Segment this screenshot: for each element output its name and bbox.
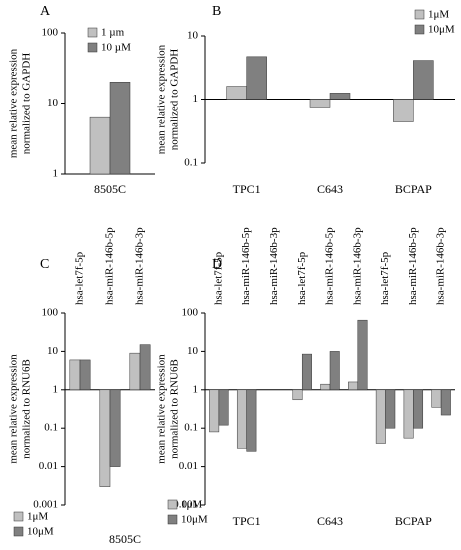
y-axis-label: normalized to RNU6B xyxy=(21,359,33,459)
y-tick-label: 0.001 xyxy=(173,499,198,511)
panel-label: C xyxy=(40,257,49,272)
group-label: BCPAP xyxy=(395,514,432,528)
bar xyxy=(385,389,396,429)
bar xyxy=(129,352,141,391)
legend-label: 10 µM xyxy=(101,42,131,54)
bar xyxy=(309,99,331,108)
category-label: hsa-miR-146b-3p xyxy=(268,227,280,305)
y-axis-label: normalized to GAPDH xyxy=(169,49,181,150)
bar xyxy=(375,389,386,444)
y-axis-label: normalized to GAPDH xyxy=(21,53,33,154)
legend-label: 10μM xyxy=(27,526,54,538)
y-tick-label: 0.1 xyxy=(184,422,198,434)
category-label: hsa-miR-146b-5p xyxy=(407,227,419,305)
bar xyxy=(109,389,121,467)
y-tick-label: 100 xyxy=(182,307,199,319)
x-tick-label: BCPAP xyxy=(395,182,432,196)
category-label: hsa-let7f-5p xyxy=(296,251,308,305)
legend-swatch xyxy=(414,9,425,20)
bar xyxy=(99,389,111,487)
y-tick-label: 0.01 xyxy=(39,460,58,472)
bar xyxy=(301,353,312,391)
bar xyxy=(69,359,81,391)
y-tick-label: 1 xyxy=(193,383,199,395)
category-label: hsa-miR-146b-3p xyxy=(435,227,447,305)
bar xyxy=(292,389,303,401)
y-tick-label: 0.01 xyxy=(179,460,198,472)
bar xyxy=(89,116,111,175)
bar xyxy=(348,381,359,391)
panel-label: D xyxy=(212,257,222,272)
bar xyxy=(329,93,351,100)
bar xyxy=(403,389,414,439)
bar xyxy=(218,389,229,426)
x-axis-label: 8505C xyxy=(109,532,141,546)
bar xyxy=(236,389,247,449)
y-tick-label: 1 xyxy=(53,168,59,180)
y-tick-label: 1 xyxy=(53,383,59,395)
panel-label: B xyxy=(212,4,221,19)
y-tick-label: 10 xyxy=(47,97,59,109)
group-label: C643 xyxy=(317,514,343,528)
bar xyxy=(320,383,331,391)
legend-label: 1μM xyxy=(428,9,449,21)
bar xyxy=(393,99,414,122)
x-tick-label: TPC1 xyxy=(233,182,261,196)
y-axis-label: mean relative expression xyxy=(156,354,168,464)
bar xyxy=(413,389,424,429)
legend-swatch xyxy=(13,511,24,522)
y-tick-label: 10 xyxy=(187,30,199,42)
y-axis-label: mean relative expression xyxy=(8,48,20,158)
legend-label: 1μM xyxy=(181,499,202,511)
y-tick-label: 10 xyxy=(187,345,199,357)
legend-swatch xyxy=(414,24,425,35)
x-tick-label: C643 xyxy=(317,182,343,196)
group-label: TPC1 xyxy=(233,514,261,528)
bar xyxy=(413,60,434,100)
legend-label: 1 µm xyxy=(101,27,125,39)
category-label: hsa-let7f-5p xyxy=(74,251,86,305)
category-label: hsa-miR-146b-5p xyxy=(240,227,252,305)
legend-swatch xyxy=(167,514,178,525)
legend-label: 1μM xyxy=(27,511,48,523)
category-label: hsa-miR-146b-5p xyxy=(104,227,116,305)
legend-swatch xyxy=(87,27,98,38)
y-tick-label: 0.1 xyxy=(44,422,58,434)
bar xyxy=(109,82,131,175)
legend-swatch xyxy=(87,42,98,53)
x-tick-label: 8505C xyxy=(94,182,126,196)
bar xyxy=(209,389,220,433)
bar xyxy=(246,389,257,452)
bar xyxy=(329,351,340,391)
y-tick-label: 1 xyxy=(193,93,199,105)
bar xyxy=(139,344,151,391)
bar xyxy=(440,389,451,416)
legend-swatch xyxy=(167,499,178,510)
category-label: hsa-miR-146b-3p xyxy=(351,227,363,305)
legend-label: 10μM xyxy=(181,514,208,526)
y-axis-label: mean relative expression xyxy=(156,44,168,154)
y-tick-label: 0.001 xyxy=(33,499,58,511)
y-axis-label: normalized to RNU6B xyxy=(169,359,181,459)
panel-label: A xyxy=(40,4,51,19)
category-label: hsa-let7f-5p xyxy=(212,251,224,305)
bar xyxy=(79,359,91,391)
y-tick-label: 0.1 xyxy=(184,157,198,169)
category-label: hsa-miR-146b-5p xyxy=(324,227,336,305)
legend-label: 10μM xyxy=(428,24,455,36)
y-tick-label: 100 xyxy=(42,307,59,319)
bar xyxy=(357,319,368,391)
bar xyxy=(226,86,247,100)
category-label: hsa-miR-146b-3p xyxy=(134,227,146,305)
y-tick-label: 10 xyxy=(47,345,59,357)
y-tick-label: 100 xyxy=(42,27,59,39)
category-label: hsa-let7f-5p xyxy=(379,251,391,305)
bar xyxy=(246,56,267,100)
y-axis-label: mean relative expression xyxy=(8,354,20,464)
bar xyxy=(431,389,442,408)
legend-swatch xyxy=(13,526,24,537)
